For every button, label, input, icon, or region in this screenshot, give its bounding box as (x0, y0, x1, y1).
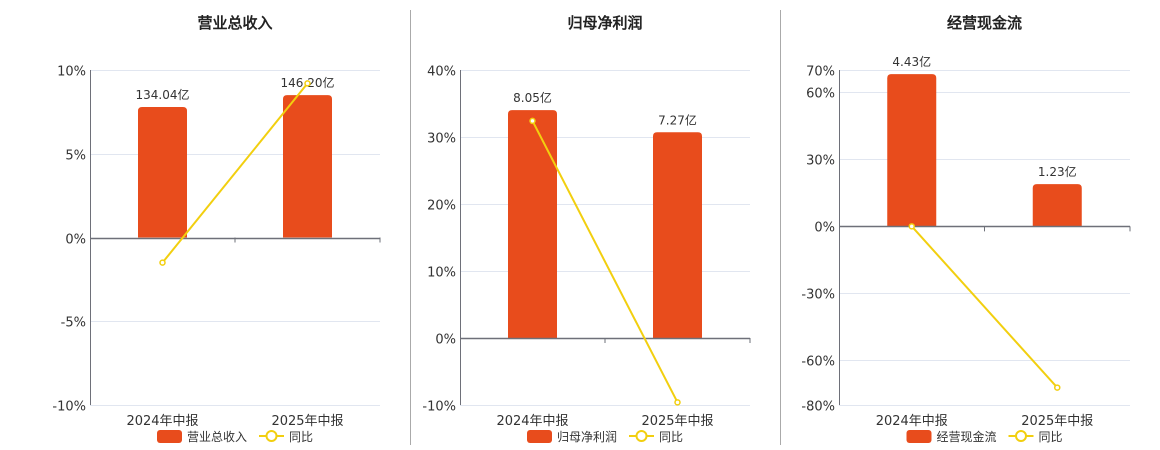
bar (887, 74, 937, 227)
legend-bar-label: 营业总收入 (187, 430, 247, 444)
bar-data-label: 4.43亿 (892, 54, 931, 69)
chart-title: 经营现金流 (947, 14, 1022, 32)
bar (283, 95, 332, 238)
x-tick-label: 2024年中报 (876, 414, 948, 429)
bar-data-label: 7.27亿 (658, 112, 697, 127)
x-tick-label: 2025年中报 (271, 414, 343, 429)
legend-line-marker (1015, 430, 1027, 442)
y-tick-label: -10% (422, 400, 456, 415)
yoy-point (1054, 384, 1061, 391)
chart-panel-2: 归母净利润 40% 30% 20% 10% 0% -10% 8.05亿 7.27亿 2024年中报… (422, 14, 751, 444)
legend-bar-swatch (906, 430, 932, 443)
legend-bar-label: 经营现金流 (937, 429, 997, 444)
legend-line-label: 同比 (659, 430, 683, 444)
y-tick-label: 60% (806, 87, 835, 102)
bar (1032, 184, 1082, 227)
x-tick-label: 2025年中报 (1021, 414, 1093, 429)
x-tick-label: 2024年中报 (126, 414, 198, 429)
y-tick-label: 20% (427, 199, 456, 214)
bar (653, 132, 702, 338)
bar (508, 110, 557, 338)
legend-line-label: 同比 (289, 430, 313, 444)
legend-bar-swatch (527, 430, 552, 443)
y-tick-label: 0% (65, 233, 86, 248)
y-tick-label: -80% (801, 400, 835, 415)
legend-bar-swatch (157, 430, 182, 443)
legend-line-marker (635, 430, 648, 442)
y-tick-label: 30% (806, 154, 835, 169)
y-tick-label: 10% (427, 266, 456, 281)
legend-line-label: 同比 (1039, 430, 1063, 444)
yoy-line (161, 82, 309, 264)
yoy-point (159, 259, 166, 266)
yoy-point (304, 80, 311, 87)
chart-title: 归母净利润 (567, 14, 642, 32)
x-tick-label: 2025年中报 (641, 414, 713, 429)
chart-panel-1: 营业总收入10%5%0%-5%-10%134.04亿146.20亿2024年中报… (52, 14, 381, 444)
y-tick-label: 5% (65, 149, 86, 164)
yoy-line (911, 225, 1058, 389)
y-tick-label: 0% (814, 221, 835, 236)
chart-panel-3: 经营现金流 70% 60% 30% 0% -30% -60% -80% 4.43亿 1.23亿 20… (801, 14, 1131, 444)
yoy-point (908, 223, 915, 230)
bar-data-label: 134.04亿 (136, 87, 190, 102)
y-tick-label: 0% (435, 333, 456, 348)
y-tick-label: 30% (427, 132, 456, 147)
yoy-line (531, 120, 679, 403)
legend-bar-label: 归母净利润 (557, 430, 617, 444)
yoy-point (674, 399, 681, 406)
y-tick-label: -30% (801, 288, 835, 303)
y-tick-label: 10% (57, 65, 86, 80)
y-tick-label: -10% (52, 400, 86, 415)
bar-data-label: 8.05亿 (513, 90, 552, 105)
bar (138, 106, 187, 238)
y-tick-label: -60% (801, 355, 835, 370)
legend-line-marker (265, 430, 278, 442)
y-tick-label: -5% (61, 316, 86, 331)
chart-title: 营业总收入 (197, 14, 272, 32)
y-tick-label: 40% (427, 65, 456, 80)
yoy-point (529, 117, 536, 125)
x-tick-label: 2024年中报 (496, 414, 568, 429)
bar-data-label: 1.23亿 (1038, 164, 1077, 179)
y-tick-label: 70% (806, 65, 835, 80)
